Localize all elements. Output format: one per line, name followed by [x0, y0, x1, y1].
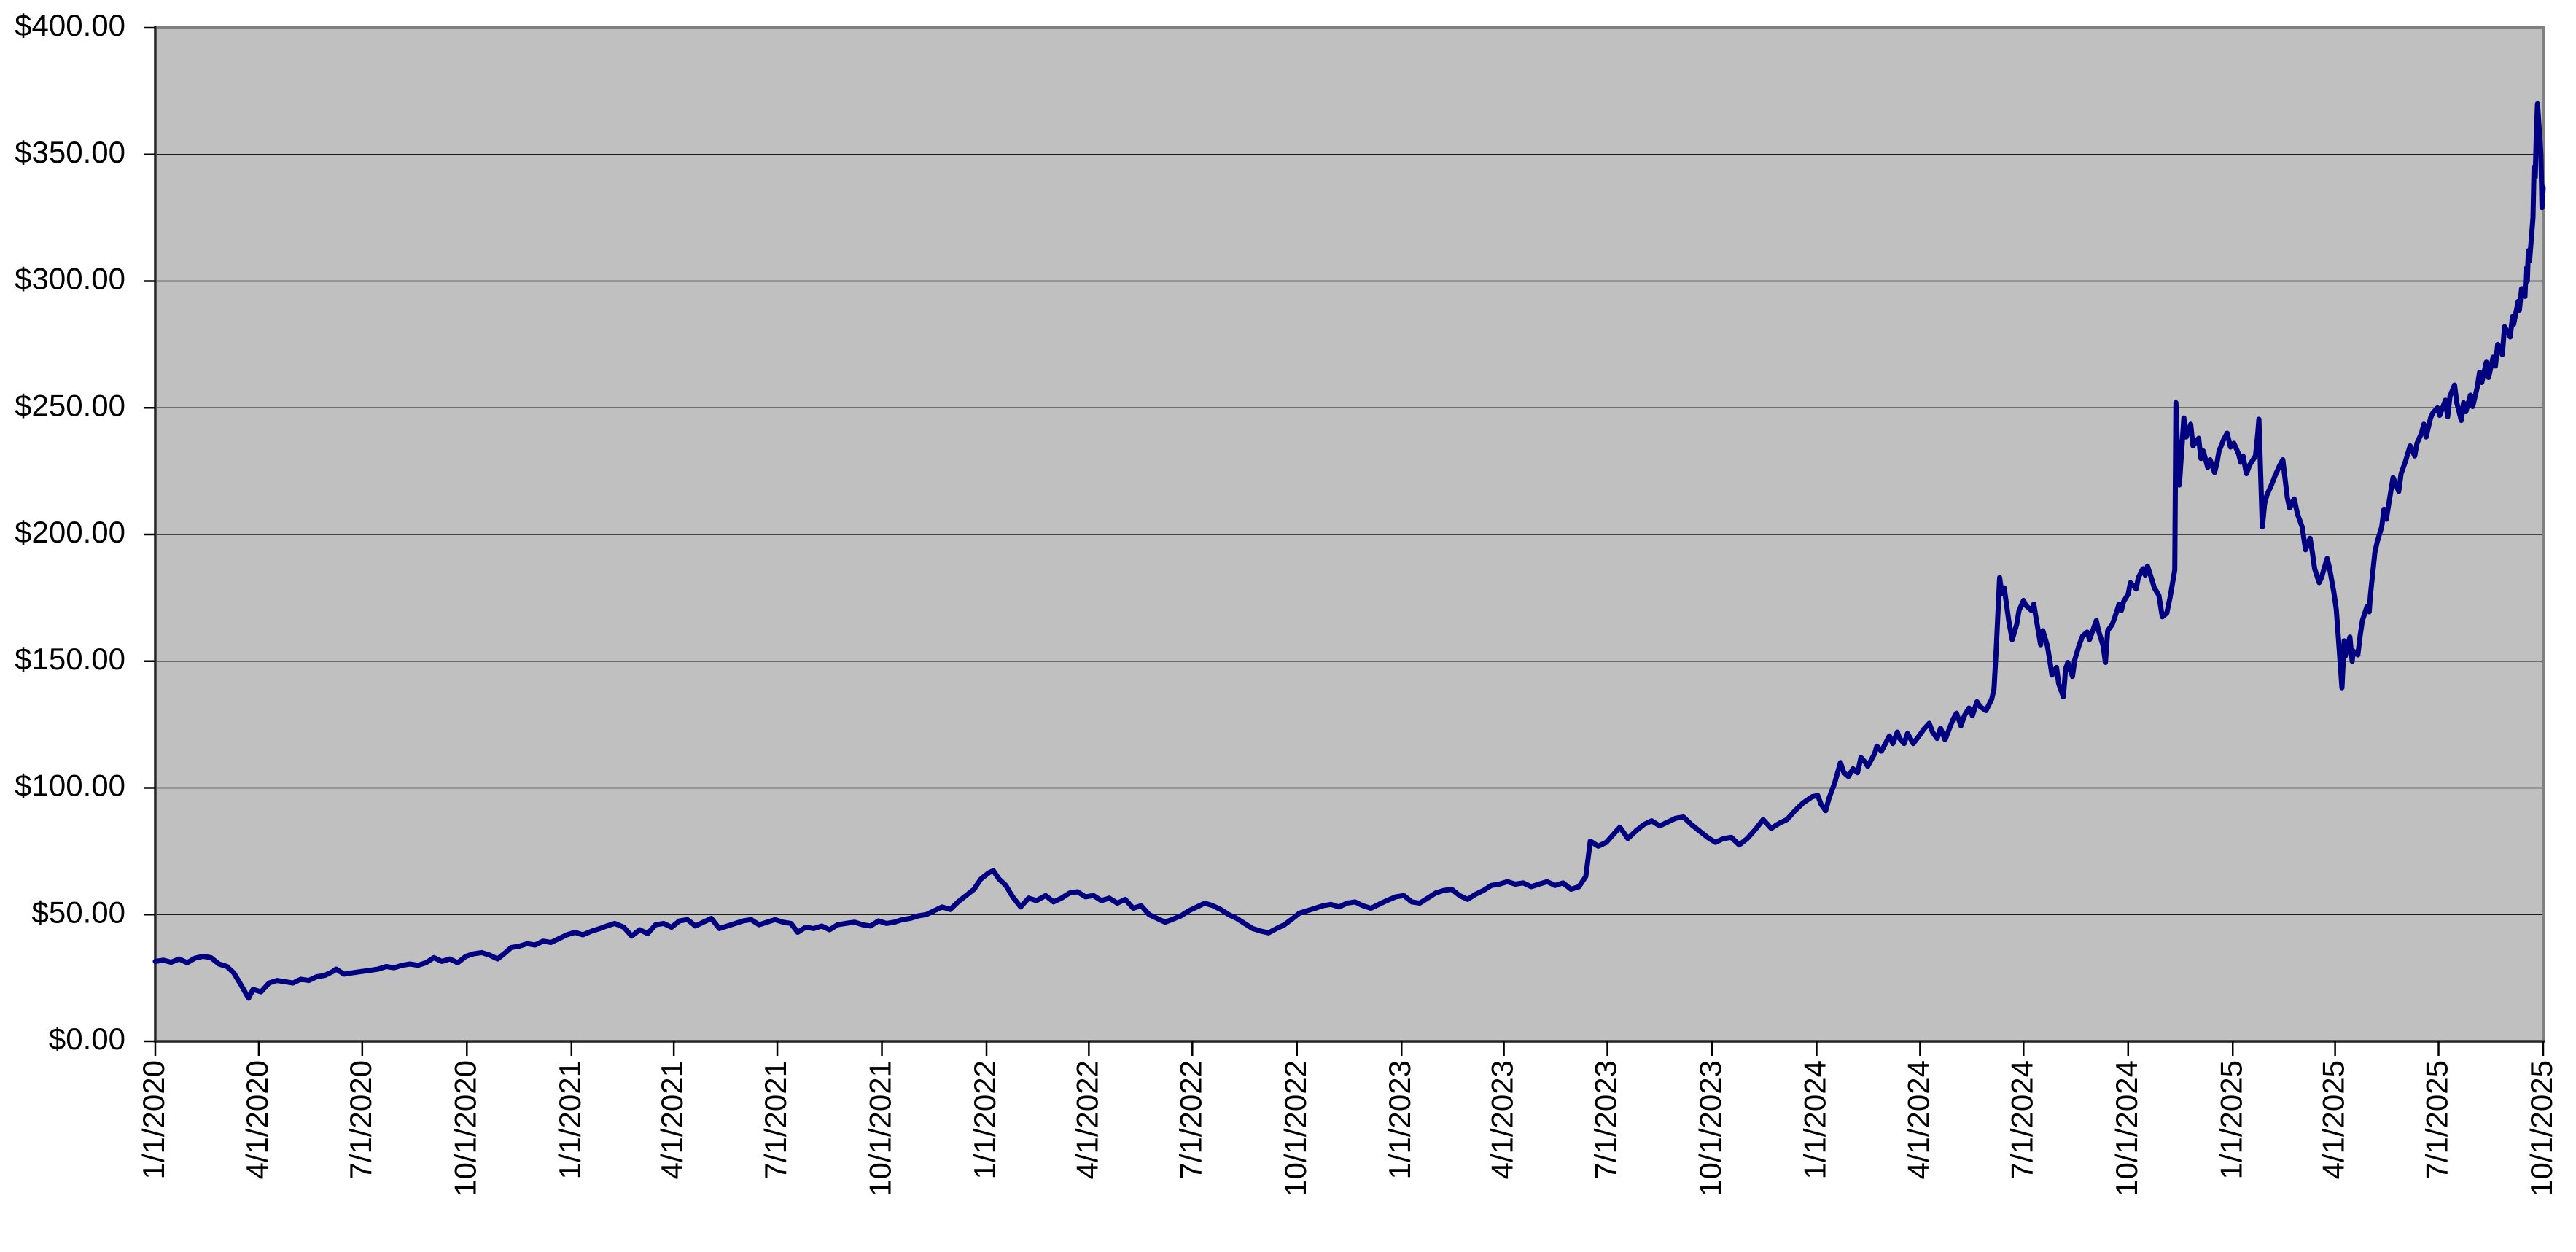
x-axis-label: 1/1/2025 [2214, 1060, 2248, 1180]
x-axis-label: 10/1/2022 [1278, 1060, 1312, 1197]
x-axis-label: 4/1/2021 [655, 1060, 689, 1180]
y-axis-label: $150.00 [15, 642, 125, 676]
x-axis-label: 4/1/2024 [1901, 1060, 1935, 1180]
x-axis-label: 10/1/2020 [448, 1060, 482, 1197]
x-axis-label: 1/1/2022 [968, 1060, 1002, 1180]
y-axis-label: $400.00 [15, 8, 125, 42]
y-axis-label: $350.00 [15, 135, 125, 169]
price-series-line [152, 101, 2546, 1001]
y-axis-label: $100.00 [15, 769, 125, 803]
x-axis-label: 4/1/2022 [1070, 1060, 1104, 1180]
x-axis-label: 10/1/2021 [863, 1060, 898, 1197]
y-axis-label: $300.00 [15, 262, 125, 296]
y-axis-label: $0.00 [49, 1022, 125, 1056]
y-axis-label: $200.00 [15, 515, 125, 549]
x-axis-label: 7/1/2025 [2420, 1060, 2454, 1180]
x-axis-label: 4/1/2023 [1485, 1060, 1519, 1180]
x-axis-label: 7/1/2022 [1173, 1060, 1207, 1180]
x-axis-label: 7/1/2023 [1589, 1060, 1623, 1180]
x-axis-label: 7/1/2024 [2004, 1060, 2039, 1180]
x-axis-label: 1/1/2023 [1382, 1060, 1417, 1180]
x-axis-label: 4/1/2020 [240, 1060, 274, 1180]
x-axis-label: 10/1/2024 [2109, 1060, 2144, 1197]
x-axis-label: 4/1/2025 [2316, 1060, 2351, 1180]
x-axis-label: 1/1/2024 [1797, 1060, 1832, 1180]
x-axis-label: 7/1/2021 [758, 1060, 793, 1180]
y-axis-label: $50.00 [32, 895, 125, 929]
x-axis-label: 7/1/2020 [343, 1060, 378, 1180]
x-axis-label: 10/1/2025 [2524, 1060, 2559, 1197]
x-axis-label: 1/1/2020 [136, 1060, 171, 1180]
x-axis-label: 1/1/2021 [553, 1060, 587, 1180]
y-axis-label: $250.00 [15, 388, 125, 422]
x-axis-label: 10/1/2023 [1693, 1060, 1727, 1197]
